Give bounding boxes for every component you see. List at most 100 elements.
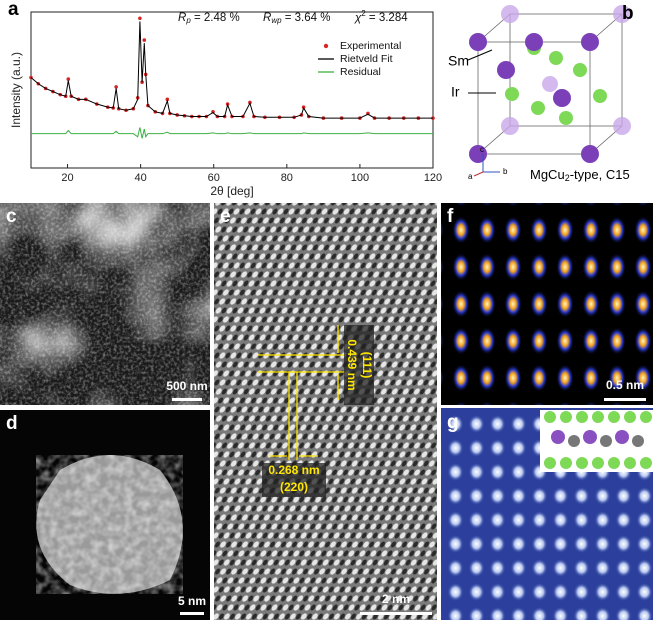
y-axis-title: Intensity (a.u.) xyxy=(9,52,23,128)
ir-atom xyxy=(576,457,588,469)
x-tick-label: 60 xyxy=(208,172,220,184)
ir-atom xyxy=(568,435,580,447)
legend-swatch xyxy=(323,43,329,49)
panel-label: f xyxy=(447,206,454,227)
fit-statistic: Rwp = 3.64 % xyxy=(263,12,330,25)
hrtem-image xyxy=(214,203,437,620)
ir-atom xyxy=(560,411,572,423)
formula-sub: 2 xyxy=(565,173,570,183)
x-axis-title: 2θ [deg] xyxy=(210,184,253,198)
scale-label: 500 nm xyxy=(166,379,207,393)
data-point xyxy=(165,97,170,102)
ir-atom xyxy=(549,51,563,65)
scale-label: 5 nm xyxy=(178,594,206,608)
formula: MgCu xyxy=(530,167,565,182)
scale-bar xyxy=(172,398,202,401)
sm-atom xyxy=(615,430,629,444)
panel-label: g xyxy=(447,412,459,433)
x-tick-label: 100 xyxy=(351,172,369,184)
ir-atom xyxy=(505,87,519,101)
d-spacing-markers xyxy=(258,325,345,460)
particle-texture xyxy=(36,455,183,594)
ir-atom xyxy=(600,435,612,447)
ir-atom xyxy=(624,411,636,423)
axis-a xyxy=(473,171,484,177)
fit-statistic: Rp = 2.48 % xyxy=(178,12,240,25)
formula-rest: -type, C15 xyxy=(570,167,630,182)
sm-atom xyxy=(497,61,515,79)
stat-symbol: R xyxy=(178,12,186,24)
haadf-image xyxy=(441,203,653,405)
sm-atom xyxy=(469,145,487,163)
sm-atom xyxy=(542,76,558,92)
sem-speckle xyxy=(0,203,210,405)
sm-atom xyxy=(525,33,543,51)
ir-atom xyxy=(640,457,652,469)
x-tick-label: 120 xyxy=(424,172,442,184)
plane: (220) xyxy=(280,480,308,494)
stat-symbol: R xyxy=(263,12,271,24)
stat-sup: 2 xyxy=(361,9,366,18)
panel-label: d xyxy=(6,413,18,434)
sm-atom xyxy=(501,117,519,135)
sm-atom xyxy=(501,5,519,23)
ir-atom xyxy=(576,411,588,423)
ir-atom xyxy=(593,89,607,103)
cube-back xyxy=(509,13,623,127)
panel-label: e xyxy=(220,206,231,227)
x-tick-label: 40 xyxy=(135,172,147,184)
ir-atom xyxy=(573,63,587,77)
data-point xyxy=(138,16,142,21)
scale-bar xyxy=(360,612,432,615)
stat-sub: wp xyxy=(271,16,282,25)
ir-atom xyxy=(592,411,604,423)
ir-atom xyxy=(608,411,620,423)
sm-atom xyxy=(581,33,599,51)
ir-atom xyxy=(632,435,644,447)
ir-atom xyxy=(544,457,556,469)
cube-front xyxy=(477,41,591,155)
legend-label: Rietveld Fit xyxy=(340,53,393,65)
ir-atom xyxy=(640,411,652,423)
sm-atom xyxy=(613,117,631,135)
legend-label: Experimental xyxy=(340,40,401,52)
data-point xyxy=(66,77,71,81)
ir-atom xyxy=(560,457,572,469)
x-tick-label: 20 xyxy=(61,172,73,184)
ir-atom xyxy=(531,101,545,115)
label-bg xyxy=(344,325,374,405)
site-label: Ir xyxy=(451,84,460,100)
x-tick-label: 80 xyxy=(281,172,293,184)
ir-atom xyxy=(559,111,573,125)
sm-atom xyxy=(583,430,597,444)
panel-label: a xyxy=(8,0,19,20)
axis-label: c xyxy=(480,145,484,154)
structure-type: MgCu2-type, C15 xyxy=(530,167,630,183)
axis-label: b xyxy=(503,167,508,176)
data-point xyxy=(142,38,147,42)
ir-atom xyxy=(592,457,604,469)
inset-atoms xyxy=(544,411,652,469)
scale-label: 0.5 nm xyxy=(606,378,644,392)
ir-atom xyxy=(544,411,556,423)
sm-atom xyxy=(551,430,565,444)
sm-atom xyxy=(613,5,631,23)
site-label: Sm xyxy=(448,53,469,69)
atoms xyxy=(469,5,631,163)
plane: (111) xyxy=(360,352,374,379)
series-line xyxy=(31,127,433,139)
ir-atom xyxy=(624,457,636,469)
fit-statistic: χ2 = 3.284 xyxy=(354,9,408,24)
d-spacing: 0.439 nm xyxy=(345,339,359,390)
stat-symbol: χ xyxy=(354,12,362,24)
scale-bar xyxy=(604,398,646,401)
panel-label: c xyxy=(6,206,17,227)
stat-value: = 3.64 % xyxy=(282,12,331,24)
label-bg xyxy=(262,463,326,497)
plot-frame xyxy=(30,11,434,169)
stat-value: = 3.284 xyxy=(366,12,408,24)
sm-atom xyxy=(581,145,599,163)
